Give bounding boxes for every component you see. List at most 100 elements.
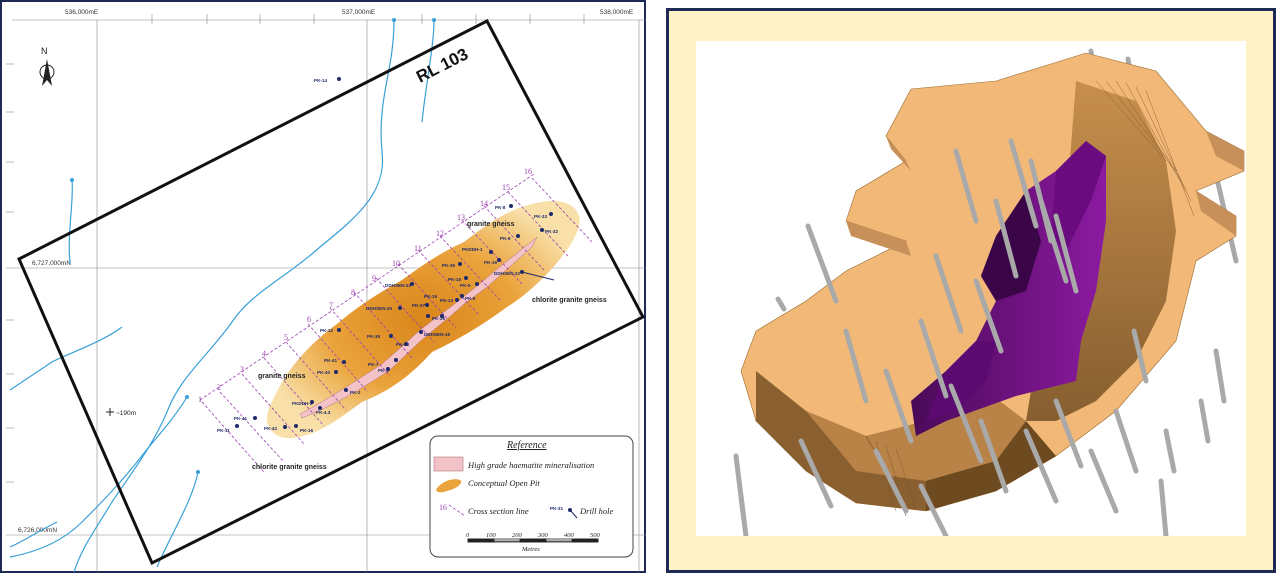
svg-text:PK-39: PK-39 [367, 334, 380, 339]
svg-text:N: N [41, 46, 48, 56]
svg-text:granite gneiss: granite gneiss [258, 373, 306, 380]
northing-label-1: 6,727,000mN [32, 260, 71, 267]
svg-text:14: 14 [480, 199, 488, 208]
easting-label-2: 537,000mE [342, 9, 376, 16]
map-grid [6, 19, 646, 572]
river-lines [9, 19, 435, 573]
svg-text:7: 7 [329, 301, 333, 310]
svg-text:300: 300 [537, 532, 549, 539]
pit-model-panel [666, 8, 1276, 573]
legend-title: Reference [506, 440, 547, 451]
svg-text:PK-1: PK-1 [378, 368, 389, 373]
svg-text:PK-36: PK-36 [432, 316, 445, 321]
svg-text:Metres: Metres [521, 546, 540, 553]
svg-text:0: 0 [466, 532, 470, 539]
svg-text:500: 500 [590, 532, 601, 539]
north-arrow-icon: N [39, 46, 55, 86]
svg-text:10: 10 [392, 259, 400, 268]
scale-labels: 0 100 200 300 400 500 Metres [466, 532, 601, 553]
svg-text:PK-19: PK-19 [484, 260, 497, 265]
svg-text:PK-37: PK-37 [412, 303, 425, 308]
svg-text:DDHSEN-21: DDHSEN-21 [385, 283, 411, 288]
svg-text:PK-6: PK-6 [465, 296, 476, 301]
rl103-block-frame [17, 18, 646, 566]
svg-text:4: 4 [262, 349, 266, 358]
legend-ore-swatch [433, 456, 464, 472]
svg-text:PK-8: PK-8 [495, 205, 506, 210]
easting-label-3: 538,000mE [600, 9, 634, 16]
geology-map: 536,000mE 537,000mE 538,000mE 6,727,000m… [6, 9, 646, 573]
rock-labels: granite gneiss granite gneiss chlorite g… [252, 221, 607, 471]
drill-holes [235, 77, 553, 429]
pit-model-3d [733, 48, 1245, 539]
conceptual-open-pit [266, 200, 580, 439]
spot-height: ~190m [106, 408, 136, 417]
svg-text:DDHSEN-19: DDHSEN-19 [424, 332, 450, 337]
svg-text:PK-41: PK-41 [234, 416, 247, 421]
svg-text:200: 200 [512, 532, 523, 539]
svg-text:6: 6 [307, 315, 311, 324]
legend-section-num: 16 [439, 503, 447, 512]
svg-text:~190m: ~190m [116, 410, 136, 417]
drill-rods-front [733, 138, 1227, 539]
svg-text:PK-13: PK-13 [440, 298, 453, 303]
legend-hole-swatch [569, 509, 578, 519]
legend-hole-label: Drill hole [579, 506, 614, 516]
svg-text:PK-12: PK-12 [320, 328, 333, 333]
svg-text:8: 8 [351, 288, 355, 297]
legend-section-label: Cross section line [468, 506, 529, 516]
easting-label-1: 536,000mE [65, 9, 99, 16]
svg-text:PK-18: PK-18 [448, 277, 461, 282]
legend-hole-code: PK-31 [550, 506, 563, 511]
geology-map-panel: 536,000mE 537,000mE 538,000mE 6,727,000m… [0, 0, 646, 573]
svg-text:PK-38: PK-38 [396, 342, 409, 347]
svg-text:5: 5 [284, 333, 288, 342]
svg-text:PK-5: PK-5 [460, 283, 471, 288]
svg-text:12: 12 [436, 229, 444, 238]
svg-text:PK-16: PK-16 [300, 428, 313, 433]
svg-text:PK-2: PK-2 [350, 390, 361, 395]
block-label: RL 103 [413, 44, 471, 86]
pit-model-canvas [696, 41, 1246, 539]
svg-text:PK-15: PK-15 [424, 294, 437, 299]
svg-text:chlorite granite gneiss: chlorite granite gneiss [252, 464, 327, 471]
svg-text:PK-4.3: PK-4.3 [316, 410, 331, 415]
cross-section-lines [199, 173, 593, 473]
legend-ore-label: High grade haematite mineralisation [467, 460, 594, 470]
svg-text:16: 16 [524, 167, 532, 176]
svg-text:15: 15 [502, 183, 510, 192]
svg-text:PK-40: PK-40 [317, 370, 330, 375]
svg-text:PK-9: PK-9 [500, 236, 511, 241]
svg-text:3: 3 [240, 365, 244, 374]
svg-text:PK-42: PK-42 [264, 426, 277, 431]
svg-text:PK-7: PK-7 [368, 362, 379, 367]
svg-text:DDHSEN-20: DDHSEN-20 [366, 306, 392, 311]
svg-text:1: 1 [198, 395, 202, 404]
section-numbers: 1 2 3 4 5 6 7 8 9 10 11 12 13 14 15 16 [198, 167, 532, 404]
svg-text:400: 400 [564, 532, 575, 539]
svg-text:PK-14: PK-14 [314, 78, 327, 83]
northing-label-2: 6,726,000mN [18, 527, 57, 534]
high-grade-mineralisation [299, 236, 538, 419]
svg-text:PK-32: PK-32 [545, 229, 558, 234]
svg-text:11: 11 [414, 244, 422, 253]
drill-hole-labels: PK-14 PK-11 PK-41 PK-42 PK-16 PKDDH-2 PK… [217, 78, 558, 433]
legend-pit-label: Conceptual Open Pit [468, 478, 540, 488]
svg-text:PKDDH-2: PKDDH-2 [292, 401, 313, 406]
svg-text:PK-35: PK-35 [442, 263, 455, 268]
svg-text:PK-11: PK-11 [217, 428, 230, 433]
svg-text:DDHSEN-22: DDHSEN-22 [494, 271, 520, 276]
grid-tick-marks [6, 14, 585, 483]
legend-section-swatch [448, 504, 466, 517]
svg-text:2: 2 [217, 383, 221, 392]
svg-text:100: 100 [486, 532, 497, 539]
legend-pit-swatch [436, 479, 462, 493]
svg-text:granite gneiss: granite gneiss [467, 221, 515, 228]
svg-text:13: 13 [457, 213, 465, 222]
svg-text:9: 9 [372, 274, 376, 283]
scale-bar [467, 538, 599, 543]
svg-text:PKDDH-1: PKDDH-1 [462, 247, 483, 252]
svg-text:PK-41: PK-41 [324, 358, 337, 363]
svg-text:PK-33: PK-33 [534, 214, 547, 219]
map-legend: Reference High grade haematite mineralis… [429, 435, 634, 558]
